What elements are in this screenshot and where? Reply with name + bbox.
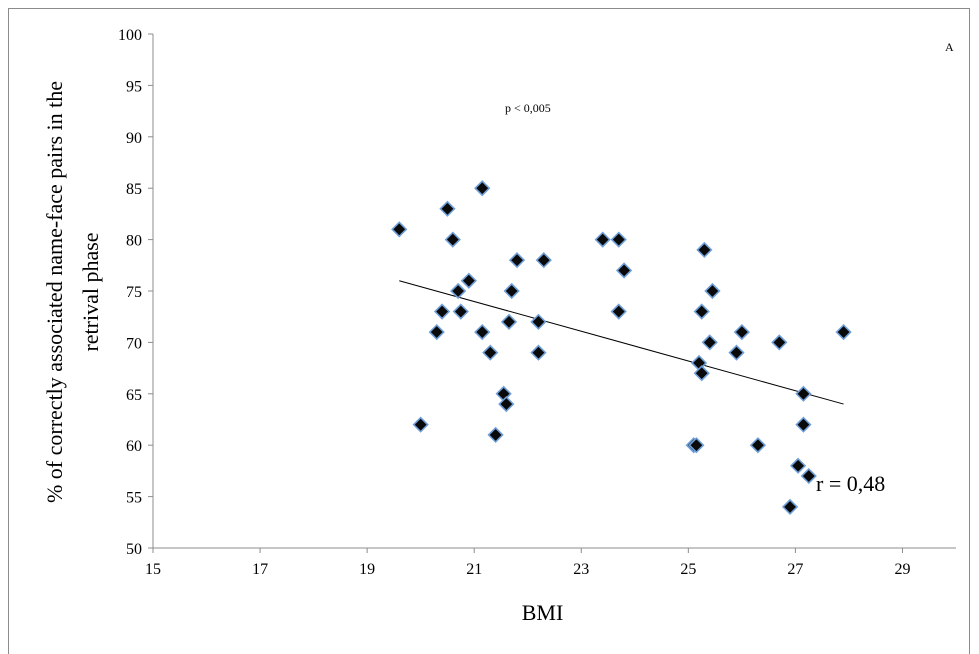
y-axis-title: % of correctly associated name-face pair… bbox=[42, 81, 103, 503]
data-point bbox=[412, 416, 429, 433]
data-point bbox=[474, 180, 491, 197]
data-point bbox=[474, 323, 491, 341]
y-tick-label: 60 bbox=[126, 438, 142, 455]
data-points bbox=[391, 180, 852, 516]
y-tick-label: 65 bbox=[126, 387, 142, 404]
data-point bbox=[450, 282, 467, 300]
data-point bbox=[535, 252, 552, 269]
y-tick-label: 75 bbox=[126, 284, 142, 301]
y-axis-title-line1: % of correctly associated name-face pair… bbox=[42, 81, 67, 503]
data-point bbox=[487, 426, 504, 444]
data-point bbox=[795, 416, 812, 433]
y-axis-title-line2: retrival phase bbox=[78, 232, 103, 351]
y-tick-label: 85 bbox=[126, 181, 142, 198]
data-point bbox=[701, 334, 718, 351]
y-tick-label: 55 bbox=[126, 490, 142, 507]
data-point bbox=[771, 334, 788, 351]
x-axis-title: BMI bbox=[522, 600, 564, 625]
data-point bbox=[508, 252, 526, 269]
data-point bbox=[733, 323, 750, 341]
data-point bbox=[789, 457, 807, 474]
data-point bbox=[498, 395, 515, 413]
data-point bbox=[530, 313, 547, 330]
trendline bbox=[399, 280, 844, 405]
data-point bbox=[433, 303, 451, 320]
x-tick-label: 17 bbox=[252, 561, 268, 578]
data-point bbox=[693, 303, 710, 320]
figure-frame bbox=[8, 8, 970, 654]
data-point bbox=[696, 241, 713, 259]
data-point bbox=[688, 437, 705, 454]
data-point bbox=[693, 365, 710, 382]
data-point bbox=[781, 498, 799, 516]
data-point bbox=[795, 385, 812, 402]
x-ticks: 15 17 19 21 23 25 27 29 bbox=[145, 548, 910, 578]
data-point bbox=[594, 231, 611, 248]
y-tick-label: 80 bbox=[126, 233, 142, 250]
r-value-annotation: r = 0,48 bbox=[816, 471, 885, 496]
data-point bbox=[615, 262, 633, 279]
x-tick-label: 15 bbox=[145, 561, 161, 578]
x-tick-label: 23 bbox=[573, 561, 589, 578]
data-point bbox=[530, 344, 547, 361]
panel-letter: A bbox=[945, 40, 954, 54]
y-tick-label: 70 bbox=[126, 335, 142, 352]
data-point bbox=[444, 231, 461, 248]
data-point bbox=[482, 344, 499, 361]
data-point bbox=[800, 467, 817, 485]
y-ticks: 50 55 60 65 70 75 80 85 90 95 100 bbox=[118, 27, 153, 558]
x-tick-label: 21 bbox=[466, 561, 482, 578]
x-tick-label: 19 bbox=[359, 561, 375, 578]
data-point bbox=[749, 437, 767, 454]
y-tick-label: 95 bbox=[126, 78, 142, 95]
data-point bbox=[835, 323, 852, 341]
data-point bbox=[610, 231, 627, 248]
data-point bbox=[704, 282, 721, 300]
data-point bbox=[503, 282, 520, 300]
data-point bbox=[439, 200, 456, 217]
data-point bbox=[500, 313, 518, 330]
y-tick-label: 50 bbox=[126, 541, 142, 558]
data-point bbox=[610, 303, 627, 320]
data-point bbox=[428, 323, 445, 341]
x-tick-label: 27 bbox=[787, 561, 803, 578]
data-point bbox=[460, 272, 477, 289]
x-tick-label: 25 bbox=[680, 561, 696, 578]
y-tick-label: 90 bbox=[126, 130, 142, 147]
data-point bbox=[391, 221, 408, 238]
y-tick-label: 100 bbox=[118, 27, 142, 44]
data-point bbox=[728, 344, 745, 361]
p-value-annotation: p < 0,005 bbox=[505, 101, 551, 115]
data-point bbox=[452, 303, 469, 320]
x-tick-label: 29 bbox=[894, 561, 910, 578]
